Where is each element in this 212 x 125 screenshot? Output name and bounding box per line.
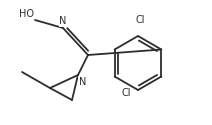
Text: HO: HO: [19, 9, 34, 19]
Text: N: N: [79, 77, 86, 87]
Text: Cl: Cl: [122, 88, 131, 98]
Text: N: N: [59, 16, 67, 26]
Text: Cl: Cl: [135, 15, 145, 25]
